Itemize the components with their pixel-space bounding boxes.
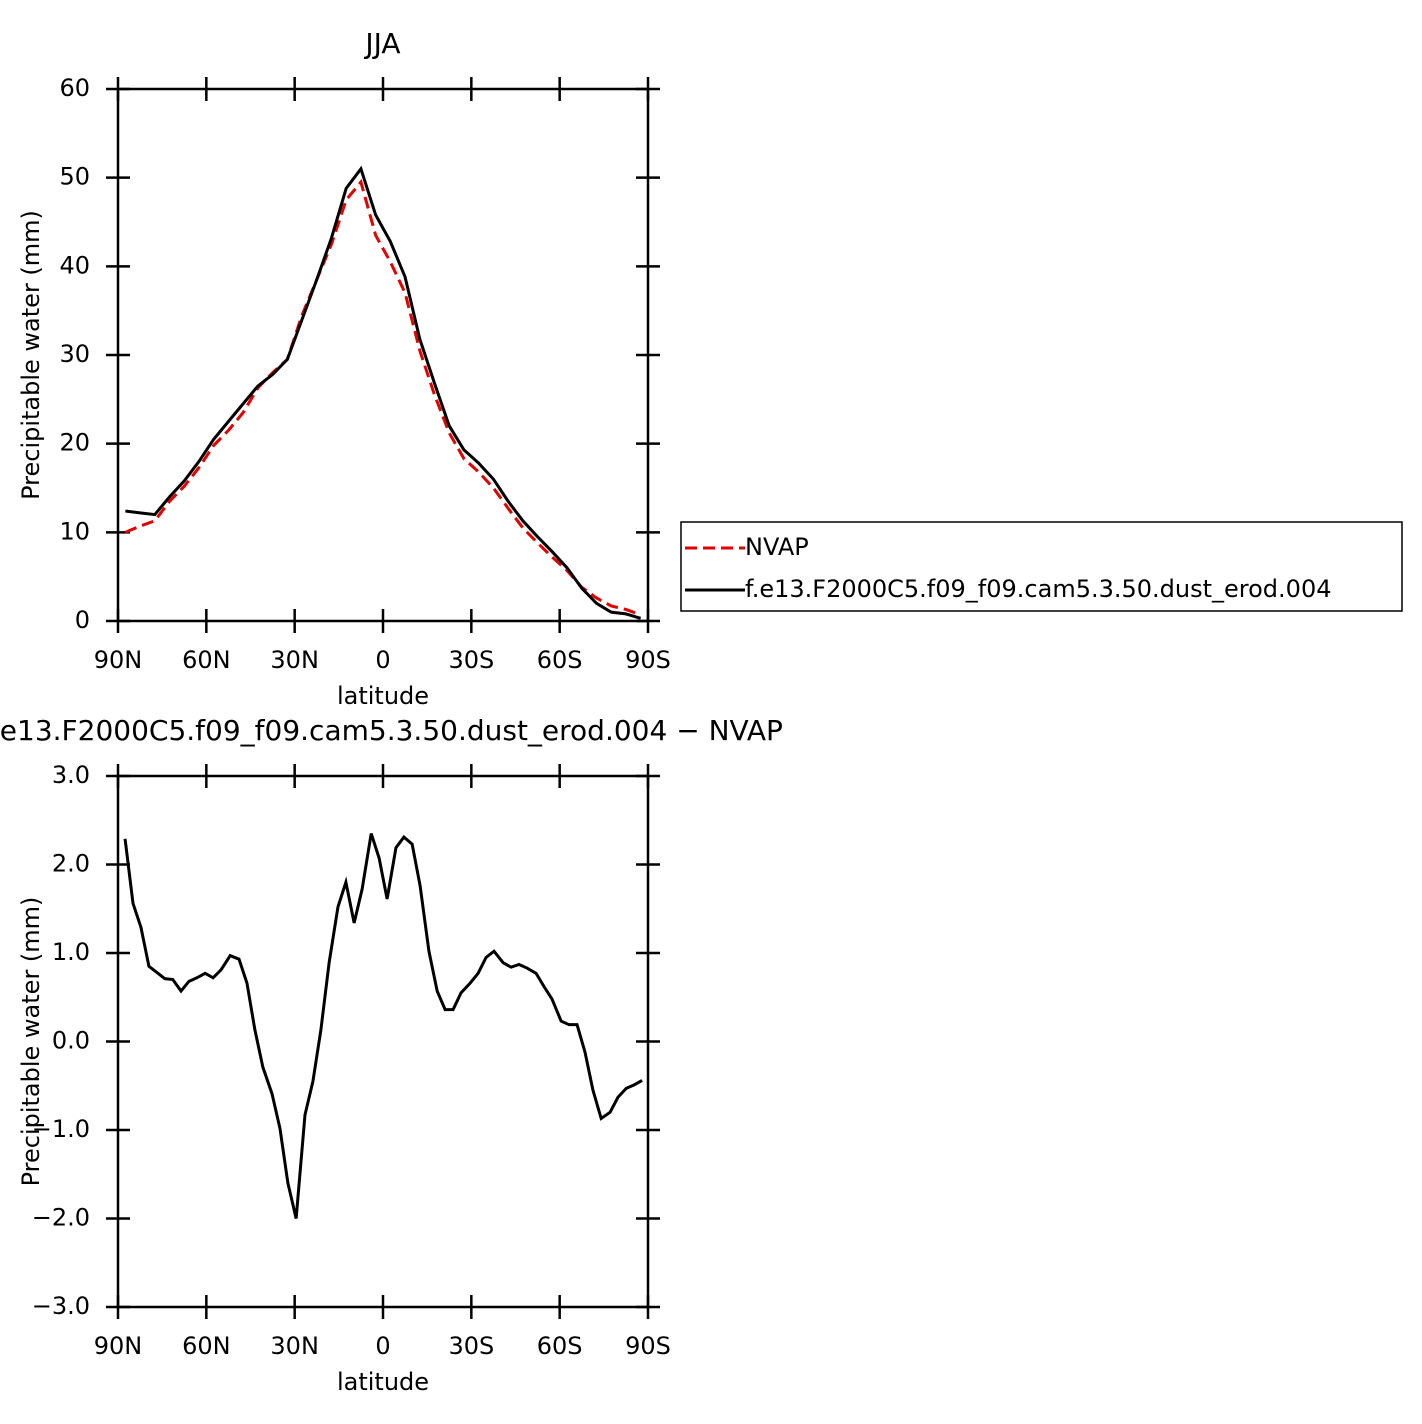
- x-tick-label: 90N: [94, 1332, 143, 1360]
- x-tick-label: 90S: [625, 1332, 671, 1360]
- data-line: [125, 165, 642, 620]
- y-tick-label: −2.0: [32, 1204, 90, 1232]
- x-tick-label: 0: [375, 1332, 390, 1360]
- y-tick-label: 10: [59, 517, 90, 545]
- y-tick-label: 3.0: [52, 761, 90, 789]
- x-tick-label: 30N: [270, 646, 319, 674]
- y-tick-label: −3.0: [32, 1292, 90, 1320]
- x-axis-label: latitude: [337, 682, 429, 710]
- plot-border: [116, 87, 650, 623]
- data-line: [123, 833, 643, 1219]
- y-tick-label: 40: [59, 251, 90, 279]
- x-tick-label: 60S: [537, 646, 583, 674]
- y-tick-label: 50: [59, 163, 90, 191]
- plot-border: [116, 774, 650, 1309]
- chart-title: JJA: [363, 27, 400, 60]
- x-tick-label: 30N: [270, 1332, 319, 1360]
- y-tick-label: 1.0: [52, 938, 90, 966]
- x-tick-label: 60N: [182, 646, 231, 674]
- y-tick-label: −1.0: [32, 1115, 90, 1143]
- x-tick-label: 30S: [448, 1332, 494, 1360]
- legend-label: NVAP: [745, 533, 809, 561]
- legend-box: [680, 521, 1403, 612]
- y-axis-label: Precipitable water (mm): [17, 897, 45, 1187]
- y-tick-label: 30: [59, 340, 90, 368]
- y-tick-label: 0.0: [52, 1027, 90, 1055]
- x-tick-label: 90N: [94, 646, 143, 674]
- x-tick-label: 30S: [448, 646, 494, 674]
- data-line: [124, 178, 642, 617]
- x-tick-label: 60N: [182, 1332, 231, 1360]
- y-tick-label: 20: [59, 429, 90, 457]
- y-tick-label: 60: [59, 74, 90, 102]
- chart-title: f.e13.F2000C5.f09_f09.cam5.3.50.dust_ero…: [0, 714, 783, 747]
- y-axis-label: Precipitable water (mm): [17, 210, 45, 500]
- legend-label: f.e13.F2000C5.f09_f09.cam5.3.50.dust_ero…: [745, 575, 1331, 603]
- y-tick-label: 2.0: [52, 850, 90, 878]
- y-tick-label: 0: [75, 606, 90, 634]
- x-tick-label: 60S: [537, 1332, 583, 1360]
- x-tick-label: 90S: [625, 646, 671, 674]
- x-tick-label: 0: [375, 646, 390, 674]
- x-axis-label: latitude: [337, 1368, 429, 1396]
